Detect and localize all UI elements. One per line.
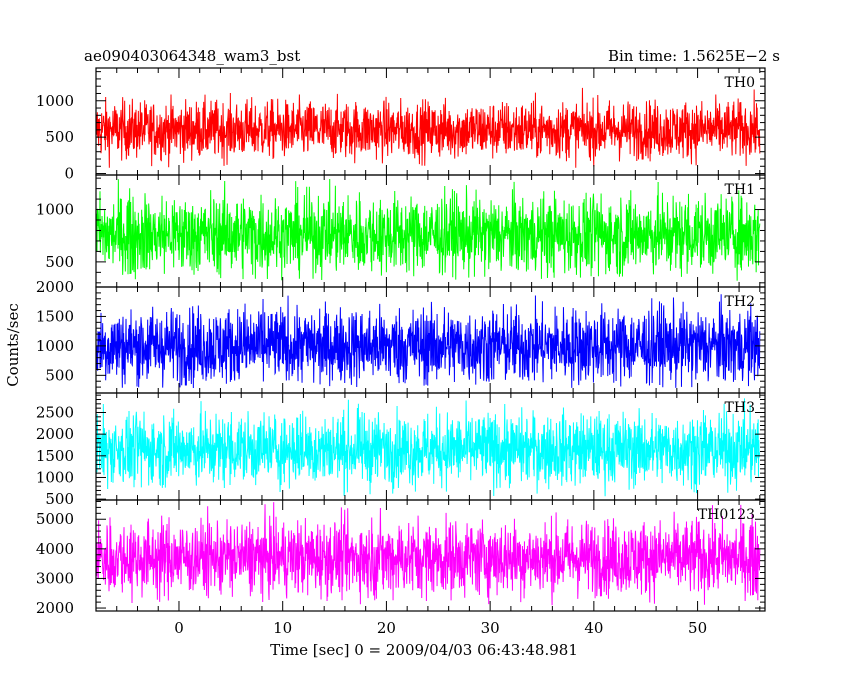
y-tick-label: 2000 — [36, 278, 74, 296]
series-line-th1 — [95, 178, 761, 281]
y-tick-label: 500 — [45, 253, 74, 271]
chart-title-left: ae090403064348_wam3_bst — [84, 47, 300, 65]
x-tick-label: 0 — [174, 619, 184, 637]
y-tick-label: 5000 — [36, 510, 74, 528]
y-tick-label: 500 — [45, 128, 74, 146]
y-tick-label: 2500 — [36, 403, 74, 421]
series-line-th3 — [95, 398, 761, 497]
y-tick-label: 1000 — [36, 337, 74, 355]
y-tick-label: 4000 — [36, 540, 74, 558]
series-traces — [95, 87, 761, 606]
y-tick-label: 3000 — [36, 569, 74, 587]
panel-label-th2: TH2 — [725, 294, 755, 310]
x-axis-label: Time [sec] 0 = 2009/04/03 06:43:48.981 — [270, 641, 578, 659]
panel-label-th0: TH0 — [725, 75, 755, 91]
x-tick-label: 20 — [377, 619, 396, 637]
chart-title-right: Bin time: 1.5625E−2 s — [608, 47, 780, 65]
axis-ticks — [95, 68, 765, 611]
y-tick-label: 1000 — [36, 201, 74, 219]
y-tick-label: 1000 — [36, 468, 74, 486]
panel-label-th1: TH1 — [725, 182, 755, 198]
series-line-th0 — [95, 87, 761, 168]
y-tick-label: 500 — [45, 490, 74, 508]
panel-label-th3: TH3 — [725, 400, 755, 416]
y-tick-label: 500 — [45, 366, 74, 384]
series-line-th2 — [95, 294, 761, 389]
panel-label-th0123: TH0123 — [698, 507, 755, 523]
x-tick-label: 10 — [273, 619, 292, 637]
x-tick-label: 40 — [584, 619, 603, 637]
x-tick-label: 50 — [688, 619, 707, 637]
y-tick-label: 1000 — [36, 92, 74, 110]
y-tick-label: 2000 — [36, 425, 74, 443]
y-axis-label: Counts/sec — [4, 303, 22, 387]
y-tick-label: 2000 — [36, 599, 74, 617]
y-tick-label: 1500 — [36, 447, 74, 465]
series-line-th0123 — [95, 502, 761, 606]
axis-tick-labels: TH005001000TH15001000TH2500100015002000T… — [36, 75, 755, 637]
y-tick-label: 0 — [64, 165, 74, 183]
y-tick-label: 1500 — [36, 307, 74, 325]
x-tick-label: 30 — [481, 619, 500, 637]
panel-frame-th0123 — [95, 499, 766, 612]
